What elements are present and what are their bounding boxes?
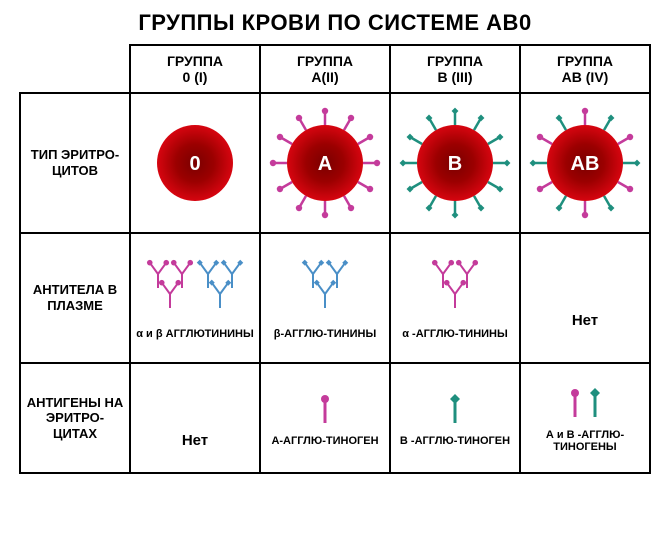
col-header-1: ГРУППАА(II) — [260, 45, 390, 93]
col-header-2: ГРУППАВ (III) — [390, 45, 520, 93]
row-antibody: АНТИТЕЛА В ПЛАЗМЕ α и β АГГЛЮТИНИНЫ β-АГ… — [20, 233, 650, 363]
header-row: ГРУППА0 (I) ГРУППАА(II) ГРУППАВ (III) ГР… — [20, 45, 650, 93]
antibody-cell-2: α -АГГЛЮ-ТИНИНЫ — [390, 233, 520, 363]
antigen-cell-3: А и В -АГГЛЮ-ТИНОГЕНЫ — [520, 363, 650, 473]
svg-text:A: A — [318, 153, 332, 175]
svg-text:AB: AB — [571, 153, 600, 175]
antigen-cell-2: В -АГГЛЮ-ТИНОГЕН — [390, 363, 520, 473]
erythrocyte-cell-0: 0 — [130, 93, 260, 233]
svg-text:0: 0 — [189, 153, 200, 175]
page-title: ГРУППЫ КРОВИ ПО СИСТЕМЕ АВ0 — [0, 0, 670, 44]
col-header-3: ГРУППААВ (IV) — [520, 45, 650, 93]
antibody-caption-2: α -АГГЛЮ-ТИНИНЫ — [395, 328, 515, 340]
row-label-antibody: АНТИТЕЛА В ПЛАЗМЕ — [20, 233, 130, 363]
antibody-caption-1: β-АГГЛЮ-ТИНИНЫ — [265, 328, 385, 340]
antigen-caption-0: Нет — [135, 433, 255, 450]
antibody-cell-1: β-АГГЛЮ-ТИНИНЫ — [260, 233, 390, 363]
antigen-caption-3: А и В -АГГЛЮ-ТИНОГЕНЫ — [525, 429, 645, 453]
antibody-cell-3: Нет — [520, 233, 650, 363]
antibody-cell-0: α и β АГГЛЮТИНИНЫ — [130, 233, 260, 363]
erythrocyte-cell-2: B — [390, 93, 520, 233]
row-antigen: АНТИГЕНЫ НА ЭРИТРО-ЦИТАХ Нет А-АГГЛЮ-ТИН… — [20, 363, 650, 473]
erythrocyte-cell-1: A — [260, 93, 390, 233]
antigen-cell-0: Нет — [130, 363, 260, 473]
col-header-0: ГРУППА0 (I) — [130, 45, 260, 93]
corner-blank — [20, 45, 130, 93]
antigen-cell-1: А-АГГЛЮ-ТИНОГЕН — [260, 363, 390, 473]
blood-groups-table: ГРУППА0 (I) ГРУППАА(II) ГРУППАВ (III) ГР… — [19, 44, 651, 474]
svg-text:B: B — [448, 153, 462, 175]
antibody-caption-0: α и β АГГЛЮТИНИНЫ — [135, 328, 255, 340]
row-erythrocyte: ТИП ЭРИТРО-ЦИТОВ 0 A B AB — [20, 93, 650, 233]
antibody-caption-3: Нет — [525, 313, 645, 330]
row-label-antigen: АНТИГЕНЫ НА ЭРИТРО-ЦИТАХ — [20, 363, 130, 473]
row-label-erythrocyte: ТИП ЭРИТРО-ЦИТОВ — [20, 93, 130, 233]
erythrocyte-cell-3: AB — [520, 93, 650, 233]
antigen-caption-1: А-АГГЛЮ-ТИНОГЕН — [265, 435, 385, 447]
antigen-caption-2: В -АГГЛЮ-ТИНОГЕН — [395, 435, 515, 447]
